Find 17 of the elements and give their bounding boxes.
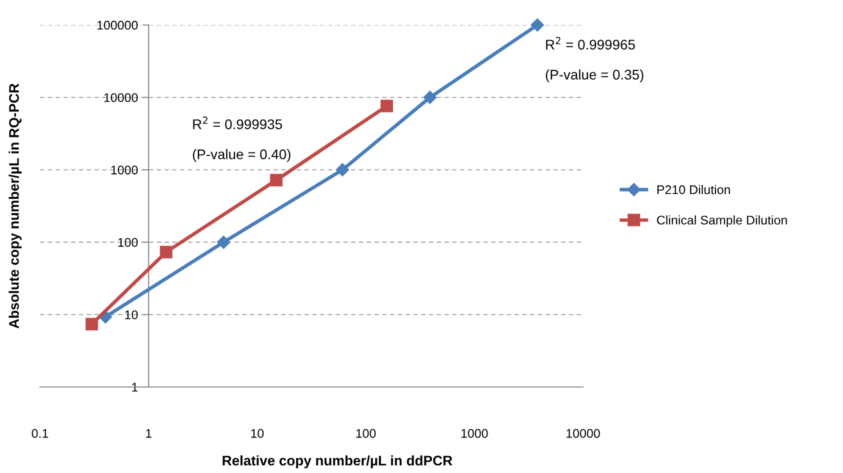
y-tick-label: 10000 xyxy=(104,93,138,102)
y-axis-title: Absolute copy number/µL in RQ-PCR xyxy=(8,84,22,328)
x-tick-label: 10000 xyxy=(566,428,600,438)
x-axis-title: Relative copy number/µL in ddPCR xyxy=(222,455,452,468)
x-tick-label: 10 xyxy=(251,428,264,438)
legend-label: Clinical Sample Dilution xyxy=(657,215,787,228)
text: R$^{2}$ = 0.999935 (P-value = 0.40) xyxy=(192,116,290,162)
x-tick-label: 1 xyxy=(146,429,152,438)
x-tick-label: 1000 xyxy=(461,428,488,438)
legend-label: P210 Dilution xyxy=(657,184,730,194)
y-tick-label: 100 xyxy=(118,238,138,247)
y-tick-label: 10 xyxy=(125,310,138,320)
x-tick-label: 0.1 xyxy=(32,428,48,438)
text: R$^{2}$ = 0.999965 (P-value = 0.35) xyxy=(546,36,644,82)
y-tick-label: 1000 xyxy=(111,166,138,174)
x-tick-label: 100 xyxy=(356,428,376,438)
y-tick-label: 100000 xyxy=(97,20,138,30)
